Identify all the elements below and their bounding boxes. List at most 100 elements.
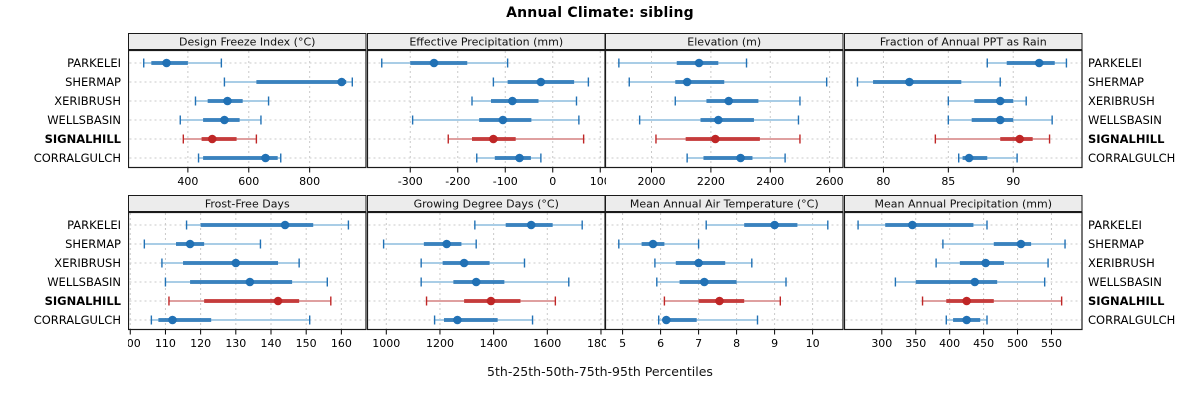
tick-label: 600: [238, 175, 259, 188]
panel-header: Effective Precipitation (mm): [409, 36, 563, 49]
whisker-row-wellsbasin: [179, 115, 262, 125]
whisker-row-corralgulch: [197, 153, 282, 163]
whisker-row-parkelei: [185, 220, 350, 230]
whisker-row-parkelei: [380, 58, 508, 68]
whisker-row-shermap: [628, 77, 828, 87]
tick-label: 400: [939, 337, 960, 350]
whisker-row-corralgulch: [957, 153, 1018, 163]
tick-label: 400: [177, 175, 198, 188]
tick-label: 550: [1040, 337, 1061, 350]
tick-label: 140: [261, 337, 282, 350]
tick-label: 80: [876, 175, 890, 188]
site-label-right-xeribrush: XERIBRUSH: [1088, 94, 1155, 108]
whisker-row-signalhill: [655, 134, 801, 144]
whisker-row-xeribrush: [419, 258, 525, 268]
tick-label: 500: [1007, 337, 1028, 350]
percentiles-caption: 5th-25th-50th-75th-95th Percentiles: [487, 364, 713, 379]
whisker-row-shermap: [618, 239, 700, 249]
site-label-right-xeribrush: XERIBRUSH: [1088, 256, 1155, 270]
tick-label: 1200: [425, 337, 453, 350]
whisker-row-xeribrush: [194, 96, 270, 106]
site-label-left-shermap: SHERMAP: [65, 237, 121, 251]
whisker-row-corralgulch: [658, 315, 759, 325]
site-label-left-xeribrush: XERIBRUSH: [54, 94, 121, 108]
tick-label: 7: [695, 337, 702, 350]
whisker-row-corralgulch: [433, 315, 533, 325]
tick-label: 1600: [533, 337, 561, 350]
site-label-left-signalhill: SIGNALHILL: [44, 132, 121, 146]
tick-label: 5: [619, 337, 626, 350]
whisker-row-shermap: [856, 77, 1001, 87]
whisker-row-xeribrush: [654, 258, 753, 268]
tick-label: 800: [299, 175, 320, 188]
tick-label: 450: [973, 337, 994, 350]
panel-header: Mean Annual Precipitation (mm): [874, 198, 1051, 211]
whisker-row-parkelei: [618, 58, 748, 68]
panel-frost-free-days: Frost-Free Days 100 110 120 130 140 150 160: [128, 195, 367, 350]
tick-label: 1400: [479, 337, 507, 350]
panel-header: Fraction of Annual PPT as Rain: [879, 36, 1046, 49]
whisker-row-parkelei: [473, 220, 583, 230]
panel-mean-annual-air-temperature-c: Mean Annual Air Temperature (°C) 5 6 7 8 9 10: [605, 195, 844, 350]
whisker-row-signalhill: [921, 296, 1062, 306]
tick-label: 150: [296, 337, 317, 350]
whisker-row-xeribrush: [161, 258, 300, 268]
site-label-right-parkelei: PARKELEI: [1088, 218, 1142, 232]
whisker-row-xeribrush: [934, 258, 1049, 268]
site-label-right-wellsbasin: WELLSBASIN: [1088, 275, 1162, 289]
site-label-left-shermap: SHERMAP: [65, 75, 121, 89]
panel-header: Frost-Free Days: [205, 198, 290, 211]
whisker-row-signalhill: [447, 134, 584, 144]
whisker-row-signalhill: [934, 134, 1050, 144]
whisker-row-signalhill: [425, 296, 556, 306]
site-label-left-parkelei: PARKELEI: [67, 56, 121, 70]
site-label-right-corralgulch: CORRALGULCH: [1088, 151, 1176, 165]
tick-label: 90: [1006, 175, 1020, 188]
panel-header: Elevation (m): [687, 36, 761, 49]
panel-effective-precipitation-mm: Effective Precipitation (mm) -300 -200 -100…: [366, 33, 606, 188]
whisker-row-wellsbasin: [164, 277, 328, 287]
tick-label: 120: [190, 337, 211, 350]
site-label-right-shermap: SHERMAP: [1088, 75, 1144, 89]
whisker-row-xeribrush: [470, 96, 577, 106]
site-label-left-parkelei: PARKELEI: [67, 218, 121, 232]
tick-label: 110: [155, 337, 176, 350]
whisker-row-signalhill: [182, 134, 258, 144]
site-label-left-corralgulch: CORRALGULCH: [33, 151, 121, 165]
tick-label: -200: [445, 175, 470, 188]
tick-label: 100: [589, 175, 606, 188]
whisker-row-wellsbasin: [894, 277, 1045, 287]
whisker-row-parkelei: [986, 58, 1067, 68]
tick-label: 10: [806, 337, 820, 350]
tick-label: 2000: [638, 175, 666, 188]
site-label-left-corralgulch: CORRALGULCH: [33, 313, 121, 327]
whisker-row-parkelei: [856, 220, 988, 230]
panel-fraction-of-annual-ppt-as-rain: Fraction of Annual PPT as Rain 80 85 90: [843, 33, 1083, 188]
tick-label: 8: [733, 337, 740, 350]
chart-title: Annual Climate: sibling: [506, 5, 694, 21]
panel-header: Mean Annual Air Temperature (°C): [630, 198, 819, 211]
whisker-row-shermap: [382, 239, 477, 249]
tick-label: 0: [549, 175, 556, 188]
tick-label: 160: [331, 337, 352, 350]
tick-label: -100: [492, 175, 517, 188]
panel-mean-annual-precipitation-mm: Mean Annual Precipitation (mm) 300 350 400 4…: [843, 195, 1083, 350]
whisker-row-wellsbasin: [411, 115, 580, 125]
whisker-row-wellsbasin: [638, 115, 800, 125]
tick-label: 1000: [372, 337, 400, 350]
panel-header: Design Freeze Index (°C): [179, 36, 315, 49]
tick-label: 130: [225, 337, 246, 350]
tick-label: 350: [905, 337, 926, 350]
tick-label: 6: [657, 337, 664, 350]
whisker-row-shermap: [941, 239, 1066, 249]
panel-design-freeze-index-c: Design Freeze Index (°C) 400 600 800: [128, 33, 367, 188]
whisker-row-xeribrush: [674, 96, 801, 106]
site-label-right-parkelei: PARKELEI: [1088, 56, 1142, 70]
site-label-left-wellsbasin: WELLSBASIN: [47, 113, 121, 127]
whisker-row-signalhill: [663, 296, 782, 306]
panel-header: Growing Degree Days (°C): [413, 198, 558, 211]
tick-label: 100: [128, 337, 141, 350]
whisker-row-corralgulch: [945, 315, 988, 325]
site-label-right-shermap: SHERMAP: [1088, 237, 1144, 251]
